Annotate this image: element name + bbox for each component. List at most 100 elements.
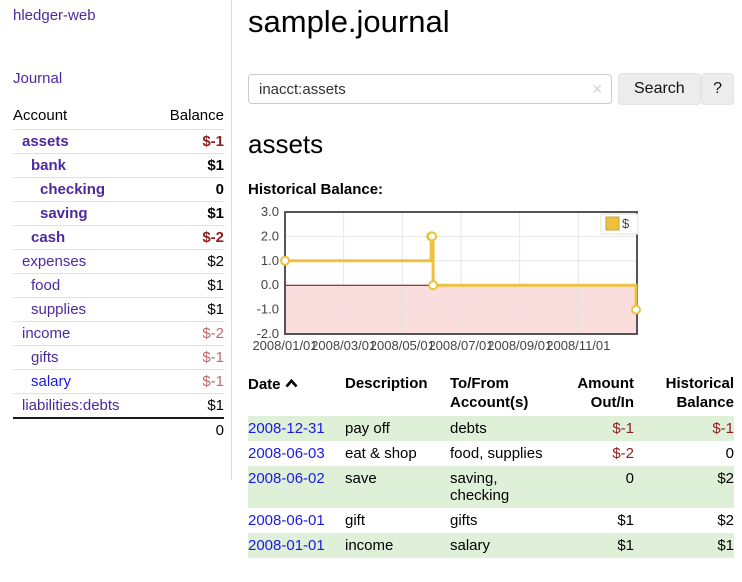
x-axis-tick-label: 2008/03/01 [311, 338, 376, 353]
accounts-header-balance: Balance [169, 107, 224, 124]
accounts-total-row: 0 [13, 418, 224, 442]
account-balance: $1 [207, 397, 224, 414]
register-table: Date Description To/From Account(s) Amou… [248, 372, 734, 558]
search-button[interactable]: Search [618, 73, 701, 105]
transaction-amount: $-2 [612, 445, 634, 462]
help-button[interactable]: ? [701, 73, 734, 105]
transaction-date-link[interactable]: 2008-06-01 [248, 512, 325, 529]
accounts-header-account: Account [13, 107, 68, 124]
transaction-date-link[interactable]: 2008-06-02 [248, 470, 325, 487]
account-link-assets[interactable]: assets [22, 133, 69, 150]
account-row: cash $-2 [13, 225, 224, 250]
account-row: checking 0 [13, 177, 224, 202]
accounts-table: Account Balance assets $-1 bank $1 check… [13, 104, 224, 442]
balance-chart: $3.0 2.0 1.0 0.0 -1.0 -2.0 2008/01/01 2008/03/0… [248, 204, 648, 359]
accounts-total: 0 [215, 422, 224, 439]
page-title: sample.journal [248, 4, 450, 39]
x-axis-tick-label: 2008/07/01 [428, 338, 493, 353]
account-balance: $-1 [202, 133, 224, 150]
account-link-checking[interactable]: checking [40, 181, 106, 198]
transaction-row: 2008-12-31 pay off debts $-1 $-1 [248, 416, 734, 441]
data-point-marker [280, 255, 290, 266]
transaction-accounts: debts [450, 420, 487, 437]
transaction-amount: $1 [617, 537, 634, 554]
transaction-date-link[interactable]: 2008-01-01 [248, 537, 325, 554]
search-input[interactable] [248, 74, 612, 104]
account-link-cash[interactable]: cash [31, 229, 66, 246]
account-link-expenses[interactable]: expenses [22, 253, 87, 270]
account-balance: $-1 [202, 349, 224, 366]
account-row: bank $1 [13, 153, 224, 178]
account-balance: $2 [207, 253, 224, 270]
y-axis-tick-label: 3.0 [261, 207, 279, 219]
y-axis-tick-label: -2.0 [257, 326, 279, 341]
register-header-balance: Historical Balance [665, 375, 734, 411]
account-row: assets $-1 [13, 129, 224, 154]
register-header-accounts: To/From Account(s) [450, 375, 529, 411]
transaction-accounts: saving, checking [450, 470, 510, 504]
account-link-supplies[interactable]: supplies [31, 301, 87, 318]
account-balance: $1 [207, 205, 224, 222]
chevron-up-icon [285, 374, 298, 393]
transaction-amount: $-1 [612, 420, 634, 437]
transaction-description: income [345, 537, 394, 554]
search-form: ✕ Search ? [248, 73, 734, 105]
transaction-description: pay off [345, 420, 390, 437]
account-row: gifts $-1 [13, 345, 224, 370]
transaction-date-link[interactable]: 2008-06-03 [248, 445, 325, 462]
account-link-saving[interactable]: saving [40, 205, 88, 222]
account-link-income[interactable]: income [22, 325, 71, 342]
account-link-food[interactable]: food [31, 277, 61, 294]
transaction-description: eat & shop [345, 445, 417, 462]
y-axis-tick-label: 2.0 [261, 228, 279, 243]
account-balance: $-2 [202, 229, 224, 246]
account-row: food $1 [13, 273, 224, 298]
x-axis-tick-label: 2008/11/01 [546, 338, 610, 353]
transaction-accounts: gifts [450, 512, 478, 529]
transaction-balance: 0 [725, 445, 734, 462]
account-row: salary $-1 [13, 369, 224, 394]
account-balance: 0 [215, 181, 224, 198]
transaction-description: gift [345, 512, 366, 529]
register-header-amount: Amount Out/In [577, 375, 634, 411]
account-link-bank[interactable]: bank [31, 157, 67, 174]
register-header-row: Date Description To/From Account(s) Amou… [248, 372, 734, 416]
transaction-row: 2008-06-03 eat & shop food, supplies $-2… [248, 441, 734, 466]
data-point-marker [631, 304, 641, 315]
transaction-balance: $2 [717, 470, 734, 487]
x-axis-tick-label: 2008/09/01 [487, 338, 552, 353]
account-balance: $1 [207, 157, 224, 174]
brand-link[interactable]: hledger-web [13, 7, 96, 24]
transaction-description: save [345, 470, 377, 487]
account-row: saving $1 [13, 201, 224, 226]
chart-title: Historical Balance: [248, 181, 384, 198]
transaction-balance: $-1 [712, 420, 734, 437]
register-header-date[interactable]: Date [248, 372, 345, 416]
transaction-row: 2008-06-02 save saving, checking 0 $2 [248, 466, 734, 508]
transaction-amount: 0 [625, 470, 634, 487]
account-row: income $-2 [13, 321, 224, 346]
account-row: expenses $2 [13, 249, 224, 274]
transaction-date-link[interactable]: 2008-12-31 [248, 420, 325, 437]
main-content: sample.journal ✕ Search ? assets Histori… [232, 0, 742, 558]
transaction-balance: $2 [717, 512, 734, 529]
legend-label: $ [622, 216, 630, 231]
sidebar-item-journal[interactable]: Journal [13, 70, 63, 87]
plot-border [284, 211, 638, 335]
account-balance: $1 [207, 277, 224, 294]
legend-swatch [605, 216, 620, 231]
account-link-salary[interactable]: salary [31, 373, 72, 390]
data-point-marker [427, 231, 438, 242]
account-link-liabilities-debts[interactable]: liabilities:debts [22, 397, 120, 414]
clear-search-icon[interactable]: ✕ [591, 81, 603, 97]
x-axis-tick-label: 2008/01/01 [252, 338, 317, 353]
transaction-accounts: salary [450, 537, 491, 554]
account-row: liabilities:debts $1 [13, 393, 224, 419]
transaction-balance: $1 [717, 537, 734, 554]
account-link-gifts[interactable]: gifts [31, 349, 59, 366]
account-title: assets [248, 129, 324, 159]
transaction-amount: $1 [617, 512, 634, 529]
y-axis-tick-label: 0.0 [261, 277, 279, 292]
account-balance: $-1 [202, 373, 224, 390]
y-axis-tick-label: -1.0 [257, 302, 279, 317]
